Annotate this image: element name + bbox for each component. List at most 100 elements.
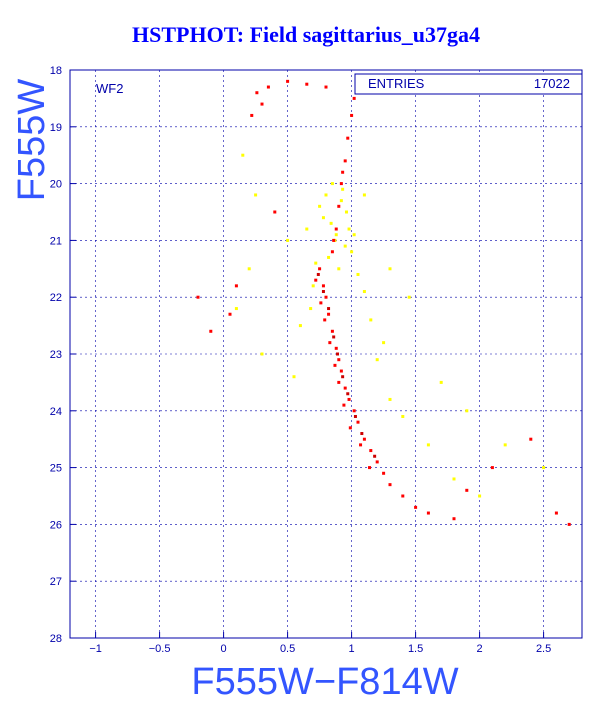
data-point <box>360 432 364 436</box>
data-point <box>341 170 345 174</box>
data-point <box>388 397 392 401</box>
y-tick-label: 24 <box>50 406 62 418</box>
data-point <box>339 369 343 373</box>
data-point <box>254 193 258 197</box>
data-point <box>490 466 494 470</box>
data-point <box>382 341 386 345</box>
data-point <box>382 471 386 475</box>
data-point <box>260 352 264 356</box>
data-point <box>369 449 373 453</box>
data-point <box>503 443 507 447</box>
data-point <box>330 329 334 333</box>
data-point <box>286 79 290 83</box>
stats-box <box>354 73 583 95</box>
data-point <box>337 204 341 208</box>
data-point <box>316 272 320 276</box>
y-tick-label: 19 <box>50 122 62 134</box>
data-point <box>209 329 213 333</box>
data-point <box>346 392 350 396</box>
data-point <box>333 363 337 367</box>
data-point <box>401 414 405 418</box>
data-point <box>567 522 571 526</box>
data-point <box>298 324 302 328</box>
data-point <box>314 261 318 265</box>
data-point <box>359 443 363 447</box>
x-tick-label: −1 <box>89 643 102 655</box>
data-point <box>318 204 322 208</box>
data-point <box>332 335 336 339</box>
data-point <box>452 517 456 521</box>
data-point <box>327 312 331 316</box>
data-point <box>255 91 259 95</box>
data-point <box>356 420 360 424</box>
data-point <box>356 272 360 276</box>
y-tick-label: 20 <box>50 179 62 191</box>
data-point <box>426 443 430 447</box>
x-tick-label: 2.5 <box>536 643 551 655</box>
data-point <box>465 488 469 492</box>
data-point <box>247 267 251 271</box>
y-tick-label: 28 <box>50 633 62 645</box>
grid-lines <box>70 69 582 639</box>
axis-ticks: −1 −0.5 0 0.5 1 1.5 2 2.5 18 19 20 21 22 23 24 25 26 27 28 <box>50 65 551 655</box>
data-point <box>314 278 318 282</box>
data-point <box>334 233 338 237</box>
data-point <box>348 426 352 430</box>
data-point <box>353 414 357 418</box>
entries-label: ENTRIES <box>368 76 425 91</box>
data-point <box>362 290 366 294</box>
data-point <box>439 380 443 384</box>
data-point <box>309 307 313 311</box>
data-point <box>452 477 456 481</box>
data-point <box>362 437 366 441</box>
x-tick-label: 0.5 <box>280 643 295 655</box>
x-axis-title: F555W−F814W <box>191 661 458 703</box>
x-tick-label: 1 <box>349 643 355 655</box>
data-point <box>337 358 341 362</box>
data-point <box>350 113 354 117</box>
data-point <box>328 341 332 345</box>
data-point <box>334 227 338 231</box>
x-tick-label: 2 <box>477 643 483 655</box>
data-point <box>339 199 343 203</box>
data-point <box>321 216 325 220</box>
data-point <box>343 159 347 163</box>
data-point <box>250 113 254 117</box>
data-point <box>339 182 343 186</box>
data-point <box>414 505 418 509</box>
x-tick-label: −0.5 <box>149 643 171 655</box>
data-point <box>318 267 322 271</box>
data-point <box>344 210 348 214</box>
data-point <box>465 409 469 413</box>
data-point <box>319 301 323 305</box>
data-point <box>337 380 341 384</box>
y-tick-label: 23 <box>50 349 62 361</box>
y-tick-label: 27 <box>50 576 62 588</box>
data-point <box>305 82 309 86</box>
data-points <box>196 79 571 526</box>
data-point <box>362 193 366 197</box>
data-point <box>352 409 356 413</box>
data-point <box>401 494 405 498</box>
data-point <box>350 250 354 254</box>
data-point <box>347 397 351 401</box>
data-point <box>324 193 328 197</box>
data-point <box>196 295 200 299</box>
data-point <box>321 290 325 294</box>
data-point <box>373 454 377 458</box>
data-point <box>352 233 356 237</box>
data-point <box>343 244 347 248</box>
data-point <box>292 375 296 379</box>
data-point <box>375 358 379 362</box>
data-point <box>234 307 238 311</box>
data-point <box>323 318 327 322</box>
data-point <box>346 136 350 140</box>
entries-value: 17022 <box>534 76 570 91</box>
data-point <box>388 483 392 487</box>
data-point <box>388 267 392 271</box>
data-point <box>329 221 333 225</box>
data-point <box>337 267 341 271</box>
data-point <box>542 466 546 470</box>
data-point <box>407 295 411 299</box>
y-tick-label: 22 <box>50 292 62 304</box>
